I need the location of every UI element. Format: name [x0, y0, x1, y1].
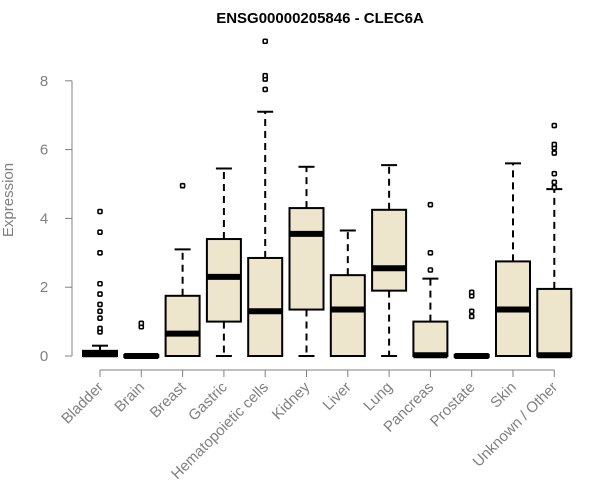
box-prostate: [453, 289, 490, 359]
x-tick-label: Brain: [111, 379, 148, 416]
outlier-point: [551, 122, 558, 129]
outlier-point: [97, 208, 103, 215]
outlier-point: [97, 229, 103, 235]
box-breast: [164, 182, 201, 357]
outlier-point: [468, 289, 475, 296]
y-axis: 0 2 4 6 8: [40, 73, 73, 365]
y-tick-label: 8: [40, 73, 48, 90]
box-brain: [123, 320, 160, 359]
y-axis-label: Expression: [0, 163, 17, 237]
x-tick-label: Kidney: [269, 378, 314, 423]
box-kidney: [288, 165, 325, 357]
outlier-point: [551, 150, 558, 156]
box-iqr: [288, 207, 325, 311]
x-tick-label: Liver: [320, 379, 355, 414]
box-pancreas: [412, 201, 449, 359]
box-iqr: [164, 294, 201, 357]
outlier-point: [262, 86, 269, 93]
box-liver: [329, 229, 366, 357]
x-tick-label: Prostate: [427, 379, 479, 431]
outlier-point: [97, 291, 103, 297]
outlier-point: [97, 308, 103, 315]
x-tick-label: Lung: [360, 379, 396, 415]
box-iqr: [536, 287, 573, 358]
box-iqr: [371, 208, 408, 292]
y-tick-label: 4: [40, 210, 48, 227]
outlier-point: [262, 38, 269, 45]
box-iqr: [205, 238, 242, 323]
chart-title: ENSG00000205846 - CLEC6A: [216, 10, 424, 27]
box-iqr: [412, 320, 449, 358]
outlier-point: [551, 170, 558, 177]
outlier-point: [262, 72, 269, 79]
x-tick-label: Bladder: [58, 379, 107, 428]
boxes-group: [82, 38, 573, 359]
box-skin: [495, 162, 531, 357]
outlier-point: [97, 301, 103, 308]
box-hematopoietic-cells: [247, 38, 284, 357]
box-unknown-other: [536, 122, 573, 359]
outlier-point: [138, 320, 145, 327]
x-tick-label: Skin: [487, 379, 520, 412]
outlier-point: [551, 184, 558, 191]
box-bladder: [82, 208, 118, 358]
outlier-point: [551, 141, 558, 148]
outlier-point: [468, 313, 475, 320]
x-tick-label: Breast: [147, 378, 190, 421]
box-iqr: [329, 274, 366, 357]
y-tick-label: 0: [40, 348, 48, 365]
outlier-point: [97, 315, 103, 321]
outlier-point: [97, 325, 103, 332]
outlier-point: [468, 308, 475, 315]
outlier-point: [179, 182, 186, 189]
box-lung: [371, 164, 408, 357]
outlier-point: [427, 201, 434, 208]
outlier-point: [97, 250, 103, 256]
box-gastric: [205, 167, 242, 357]
outlier-point: [427, 250, 434, 256]
box-iqr: [247, 256, 284, 357]
outlier-point: [551, 179, 558, 186]
y-tick-label: 6: [40, 142, 48, 159]
outlier-point: [427, 267, 434, 273]
outlier-point: [97, 280, 103, 287]
y-tick-label: 2: [40, 279, 48, 296]
